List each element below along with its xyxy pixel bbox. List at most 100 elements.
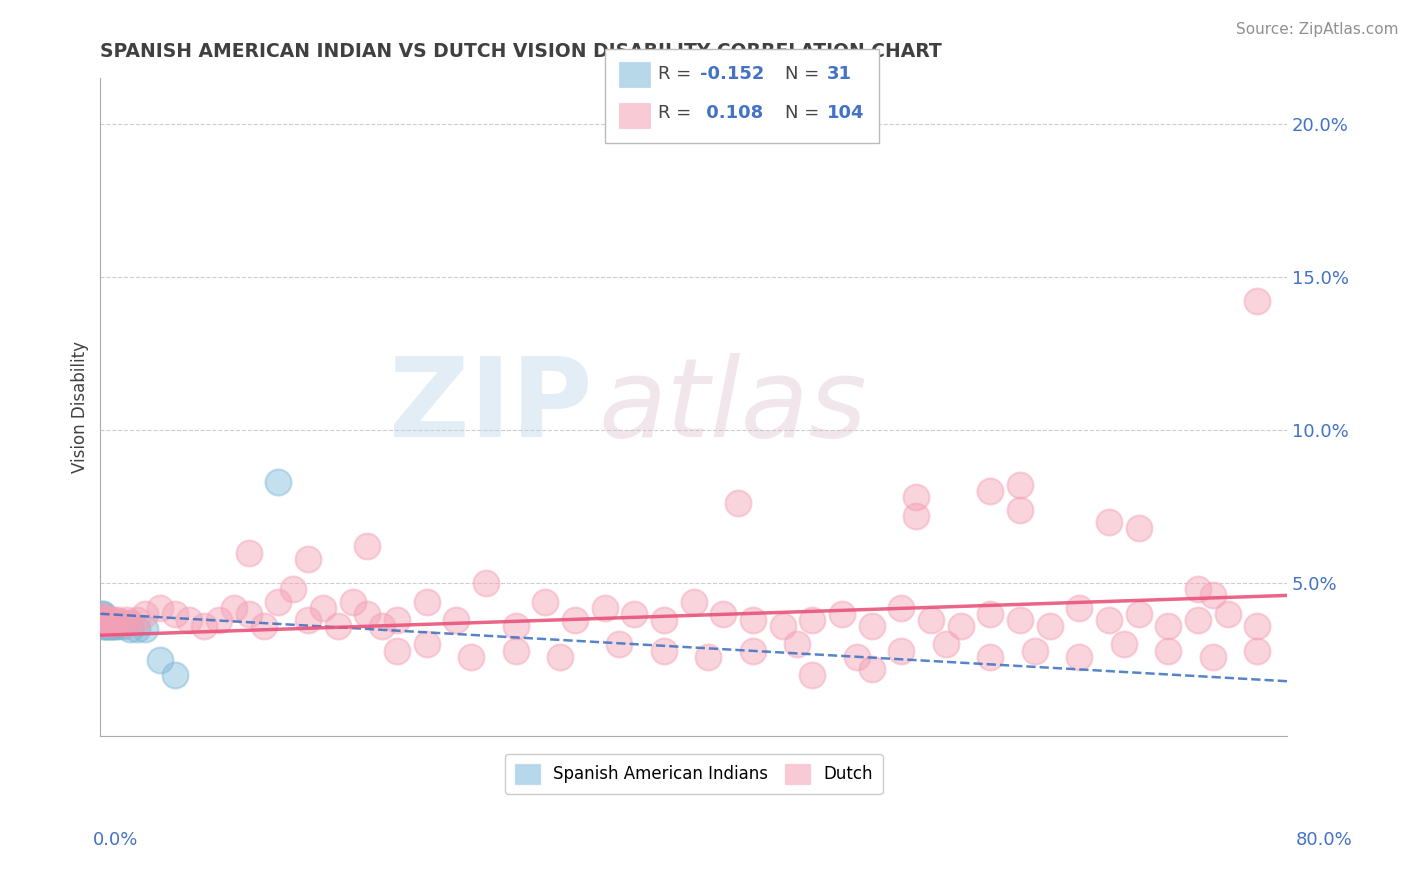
- Point: [97, 613, 120, 627]
- Point: [505, 643, 527, 657]
- Point: [193, 619, 215, 633]
- Point: [90, 613, 112, 627]
- Text: 104: 104: [827, 104, 865, 122]
- Point: [385, 613, 408, 627]
- Text: R =: R =: [658, 104, 697, 122]
- Point: [845, 649, 868, 664]
- Text: N =: N =: [785, 104, 824, 122]
- Text: Source: ZipAtlas.com: Source: ZipAtlas.com: [1236, 22, 1399, 37]
- Text: 31: 31: [827, 65, 852, 83]
- Point: [1128, 521, 1150, 535]
- Point: [96, 613, 118, 627]
- Point: [222, 600, 245, 615]
- Point: [101, 615, 124, 630]
- Point: [91, 607, 114, 621]
- Point: [91, 615, 114, 630]
- Point: [103, 613, 125, 627]
- Point: [949, 619, 972, 633]
- Point: [772, 619, 794, 633]
- Point: [297, 551, 319, 566]
- Point: [163, 607, 186, 621]
- Point: [475, 576, 498, 591]
- Point: [1024, 643, 1046, 657]
- Point: [1098, 515, 1121, 529]
- Point: [1246, 643, 1268, 657]
- Point: [1069, 649, 1091, 664]
- Y-axis label: Vision Disability: Vision Disability: [72, 341, 89, 473]
- Point: [127, 622, 149, 636]
- Point: [697, 649, 720, 664]
- Point: [356, 540, 378, 554]
- Point: [90, 615, 112, 630]
- Point: [342, 594, 364, 608]
- Point: [711, 607, 734, 621]
- Point: [1098, 613, 1121, 627]
- Point: [1202, 589, 1225, 603]
- Point: [96, 619, 118, 633]
- Point: [623, 607, 645, 621]
- Point: [134, 607, 156, 621]
- Point: [90, 615, 112, 630]
- Point: [104, 615, 127, 630]
- Point: [742, 613, 765, 627]
- Point: [801, 613, 824, 627]
- Point: [97, 615, 120, 630]
- Point: [890, 600, 912, 615]
- Point: [446, 613, 468, 627]
- Point: [90, 610, 112, 624]
- Point: [238, 545, 260, 559]
- Point: [1128, 607, 1150, 621]
- Point: [98, 615, 121, 630]
- Point: [860, 619, 883, 633]
- Point: [935, 637, 957, 651]
- Text: N =: N =: [785, 65, 824, 83]
- Point: [652, 613, 675, 627]
- Point: [920, 613, 942, 627]
- Text: R =: R =: [658, 65, 697, 83]
- Point: [890, 643, 912, 657]
- Point: [91, 615, 114, 630]
- Point: [1187, 613, 1209, 627]
- Text: -0.152: -0.152: [700, 65, 765, 83]
- Point: [94, 619, 117, 633]
- Point: [742, 643, 765, 657]
- Legend: Spanish American Indians, Dutch: Spanish American Indians, Dutch: [505, 754, 883, 794]
- Point: [1008, 478, 1031, 492]
- Point: [252, 619, 274, 633]
- Point: [111, 615, 134, 630]
- Point: [149, 600, 172, 615]
- Point: [127, 613, 149, 627]
- Point: [107, 619, 129, 633]
- Text: ZIP: ZIP: [389, 353, 593, 460]
- Point: [1246, 294, 1268, 309]
- Point: [1008, 502, 1031, 516]
- Point: [1069, 600, 1091, 615]
- Point: [1202, 649, 1225, 664]
- Point: [98, 615, 121, 630]
- Point: [312, 600, 335, 615]
- Text: 0.0%: 0.0%: [93, 831, 138, 849]
- Point: [860, 662, 883, 676]
- Point: [564, 613, 586, 627]
- Point: [415, 594, 437, 608]
- Point: [979, 649, 1001, 664]
- Text: 0.108: 0.108: [700, 104, 763, 122]
- Point: [94, 613, 117, 627]
- Text: atlas: atlas: [599, 353, 868, 460]
- Point: [149, 653, 172, 667]
- Point: [1157, 643, 1180, 657]
- Point: [91, 619, 114, 633]
- Point: [267, 594, 290, 608]
- Point: [786, 637, 808, 651]
- Point: [91, 610, 114, 624]
- Point: [297, 613, 319, 627]
- Point: [905, 491, 928, 505]
- Point: [979, 484, 1001, 499]
- Point: [385, 643, 408, 657]
- Point: [96, 615, 118, 630]
- Point: [356, 607, 378, 621]
- Point: [593, 600, 616, 615]
- Point: [283, 582, 305, 597]
- Point: [1246, 619, 1268, 633]
- Point: [652, 643, 675, 657]
